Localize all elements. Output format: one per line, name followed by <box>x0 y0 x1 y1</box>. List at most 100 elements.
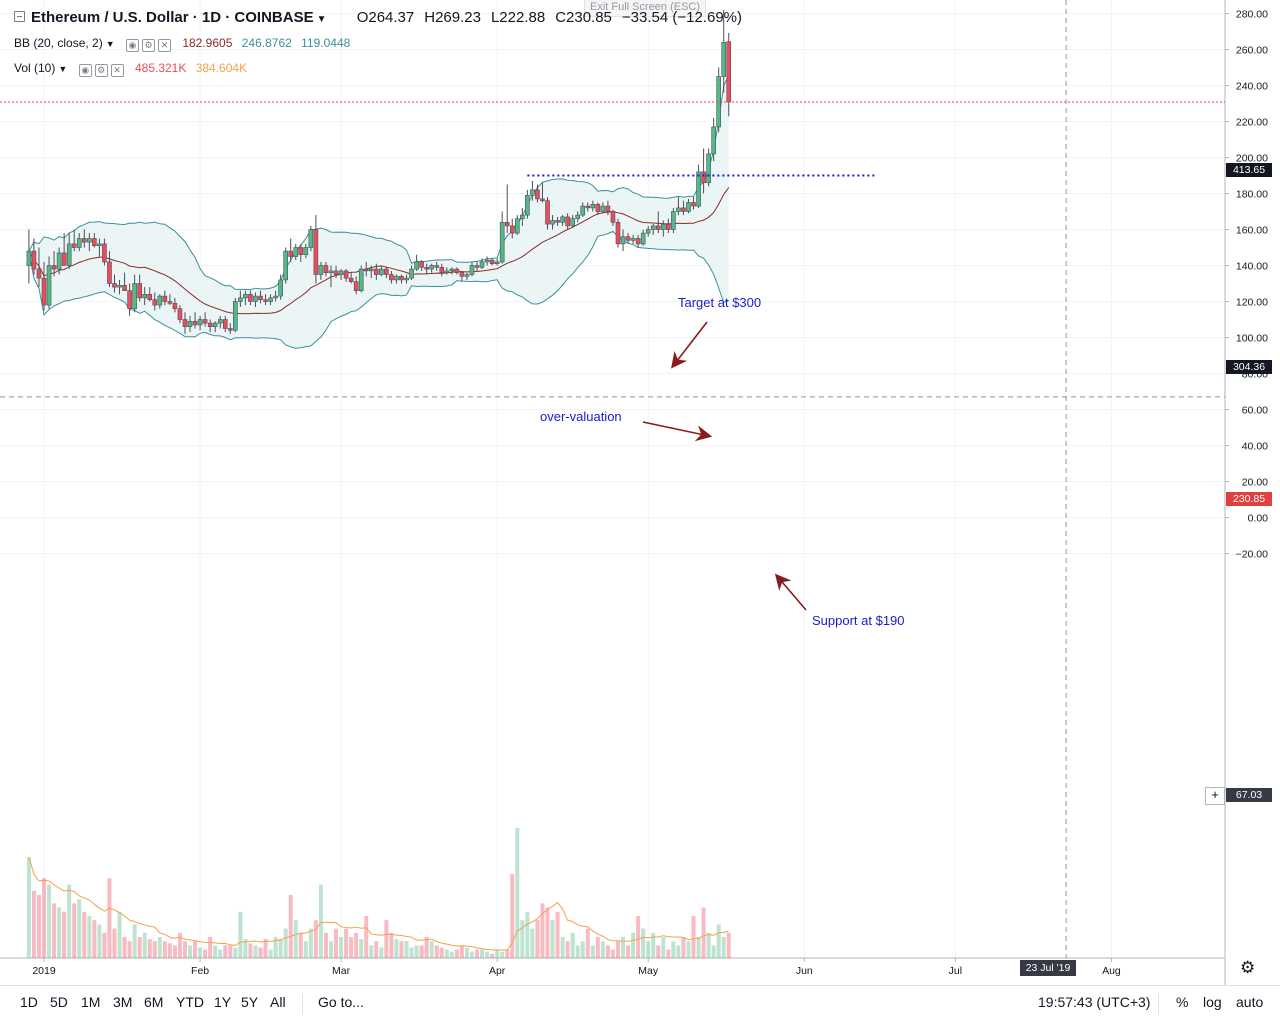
bb-visibility-icon[interactable]: ◉ <box>125 39 139 52</box>
candle-body <box>323 265 329 273</box>
volume-bar <box>575 945 580 958</box>
volume-bar <box>454 949 459 958</box>
bb-settings-icon[interactable]: ⚙ <box>141 39 155 52</box>
range-5d-button[interactable]: 5D <box>50 994 68 1010</box>
candle-body <box>414 261 419 270</box>
candle-body <box>701 171 706 183</box>
candle-body <box>520 214 525 220</box>
volume-bar <box>399 941 404 958</box>
volume-bar <box>188 945 193 958</box>
exit-fullscreen-hint[interactable]: Exit Full Screen (ESC) <box>584 0 707 17</box>
percent-scale-toggle[interactable]: % <box>1176 994 1189 1010</box>
volume-bar <box>112 928 117 958</box>
volume-bar <box>374 941 379 958</box>
volume-bar <box>127 941 132 958</box>
candle-body <box>691 202 696 207</box>
range-3m-button[interactable]: 3M <box>113 994 133 1010</box>
bottom-toolbar: 1D 5D 1M 3M 6M YTD 1Y 5Y All Go to... 19… <box>0 985 1280 1025</box>
overvaluation-annotation[interactable]: over-valuation <box>540 409 622 424</box>
candle-body <box>363 268 369 272</box>
candle-body <box>308 229 314 248</box>
candle-body <box>640 232 646 245</box>
time-axis-label: 2019 <box>32 965 56 977</box>
vol-indicator-label[interactable]: Vol (10) <box>14 61 56 75</box>
volume-bar <box>122 937 127 958</box>
volume-bar <box>167 943 172 958</box>
volume-bar <box>540 903 545 958</box>
volume-bar <box>610 949 615 958</box>
volume-bar <box>47 884 52 958</box>
candle-body <box>102 243 107 263</box>
range-1d-button[interactable]: 1D <box>20 994 38 1010</box>
volume-bar <box>117 911 122 958</box>
vol-settings-icon[interactable]: ⚙ <box>94 64 108 77</box>
volume-bar <box>87 916 92 958</box>
collapse-icon[interactable] <box>14 11 25 22</box>
target-annotation[interactable]: Target at $300 <box>678 295 762 310</box>
clock-display[interactable]: 19:57:43 (UTC+3) <box>1038 994 1151 1010</box>
volume-bar <box>480 949 485 958</box>
volume-bar <box>328 941 333 958</box>
price-axis-label: 280.00 <box>1236 9 1268 21</box>
candle-body <box>686 202 691 212</box>
volume-bar <box>354 932 359 958</box>
volume-bar <box>137 937 142 958</box>
volume-bar <box>636 916 641 958</box>
candle-body <box>202 319 208 324</box>
candle-body <box>348 277 354 283</box>
candle-body <box>107 261 112 284</box>
bollinger-band-fill <box>28 74 729 349</box>
range-ytd-button[interactable]: YTD <box>176 994 204 1010</box>
volume-bar <box>711 945 716 958</box>
candle-body <box>217 319 223 324</box>
symbol-dropdown-icon[interactable]: ▼ <box>316 14 327 25</box>
goto-date-button[interactable]: Go to... <box>318 994 364 1010</box>
price-axis-label: 180.00 <box>1236 189 1268 201</box>
symbol-title[interactable]: Ethereum / U.S. Dollar <box>31 9 189 26</box>
candle-body <box>706 153 711 183</box>
vol-visibility-icon[interactable]: ◉ <box>78 64 92 77</box>
candle-body <box>177 308 183 320</box>
volume-bar <box>52 903 57 958</box>
volume-bar <box>600 941 605 958</box>
volume-bar <box>424 937 429 958</box>
auto-scale-toggle[interactable]: auto <box>1236 994 1264 1010</box>
volume-bar <box>686 941 691 958</box>
vol-remove-icon[interactable]: ✕ <box>110 64 124 77</box>
range-1m-button[interactable]: 1M <box>81 994 101 1010</box>
volume-bar <box>102 932 107 958</box>
bb-remove-icon[interactable]: ✕ <box>157 39 171 52</box>
candle-body <box>41 277 47 306</box>
volume-bar <box>344 928 349 958</box>
volume-bar <box>77 899 82 958</box>
log-scale-toggle[interactable]: log <box>1203 994 1222 1010</box>
volume-bar <box>278 939 283 958</box>
interval-label[interactable]: 1D <box>201 9 222 26</box>
volume-bar <box>258 947 263 958</box>
volume-bar <box>409 947 414 958</box>
candle-body <box>328 270 334 273</box>
candle-body <box>318 265 324 275</box>
crosshair-add-icon[interactable]: + <box>1205 787 1225 805</box>
range-6m-button[interactable]: 6M <box>144 994 164 1010</box>
candle-body <box>469 265 475 275</box>
volume-bar <box>162 941 167 958</box>
candle-body <box>298 247 304 255</box>
volume-bar <box>555 911 560 958</box>
price-axis-label: 220.00 <box>1236 117 1268 129</box>
candle-body <box>409 268 414 279</box>
range-1y-button[interactable]: 1Y <box>214 994 232 1010</box>
volume-bar <box>233 947 238 958</box>
range-all-button[interactable]: All <box>270 994 286 1010</box>
chart-settings-gear-icon[interactable]: ⚙ <box>1240 958 1256 977</box>
volume-bar <box>459 945 464 958</box>
candle-body <box>313 229 319 275</box>
range-5y-button[interactable]: 5Y <box>241 994 259 1010</box>
bb-indicator-label[interactable]: BB (20, close, 2) <box>14 36 103 50</box>
volume-bar <box>82 911 87 958</box>
bb-settings-chevron-icon[interactable]: ▼ <box>105 39 115 49</box>
vol-settings-chevron-icon[interactable]: ▼ <box>58 64 68 74</box>
support-annotation[interactable]: Support at $190 <box>812 613 905 628</box>
volume-bar <box>565 941 570 958</box>
